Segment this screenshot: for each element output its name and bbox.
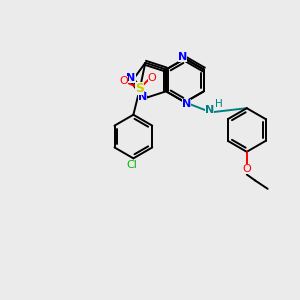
Text: N: N <box>182 99 191 109</box>
Text: H: H <box>214 99 222 109</box>
Text: S: S <box>136 82 145 95</box>
Text: N: N <box>205 105 214 115</box>
Text: N: N <box>126 73 136 83</box>
Text: O: O <box>119 76 128 86</box>
Text: O: O <box>148 73 156 83</box>
Text: O: O <box>242 164 251 174</box>
Text: N: N <box>138 92 147 102</box>
Text: Cl: Cl <box>127 160 137 170</box>
Text: N: N <box>178 52 187 62</box>
